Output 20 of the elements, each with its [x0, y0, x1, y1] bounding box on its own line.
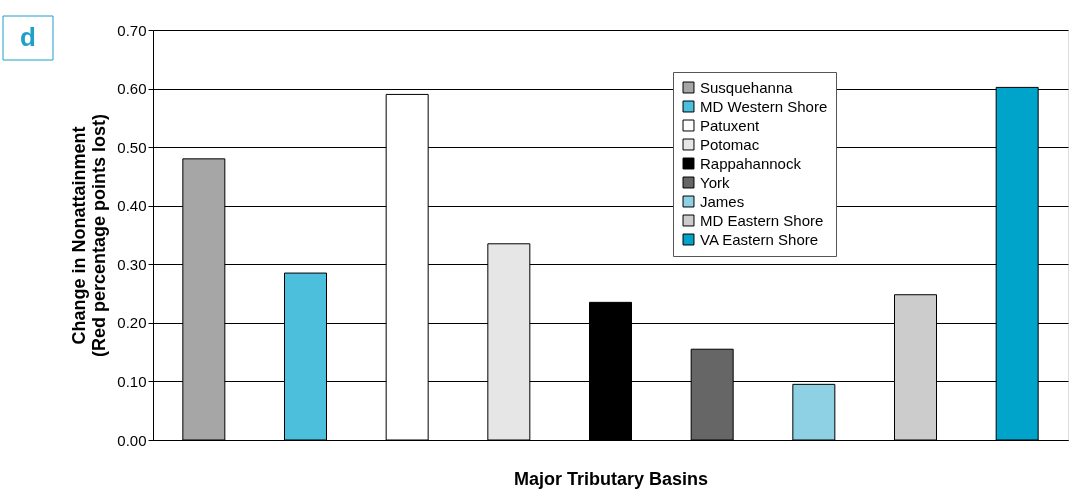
- y-tick-label: 0.00: [117, 431, 147, 449]
- legend-label: VA Eastern Shore: [700, 230, 819, 248]
- y-tick-label: 0.30: [117, 255, 147, 273]
- legend-label: Rappahannock: [700, 154, 802, 172]
- x-axis-title: Major Tributary Basins: [513, 468, 709, 489]
- y-tick-label: 0.20: [117, 314, 147, 332]
- y-tick-label: 0.40: [117, 197, 147, 215]
- y-tick-label: 0.60: [117, 80, 147, 98]
- text: d: [20, 22, 36, 52]
- legend-label: MD Eastern Shore: [700, 211, 824, 229]
- y-axis-title: Change in Nonattainment (Red percentage points lost): [69, 113, 110, 358]
- y-tick-label: 0.50: [117, 138, 147, 156]
- y-tick-label: 0.70: [117, 21, 147, 39]
- legend-label: James: [700, 192, 745, 210]
- legend-label: Potomac: [700, 135, 760, 153]
- legend-label: MD Western Shore: [700, 97, 828, 115]
- y-tick-label: 0.10: [117, 372, 147, 390]
- legend-label: Patuxent: [700, 116, 761, 134]
- legend-label: Susquehanna: [700, 78, 794, 96]
- legend-label: York: [700, 173, 730, 191]
